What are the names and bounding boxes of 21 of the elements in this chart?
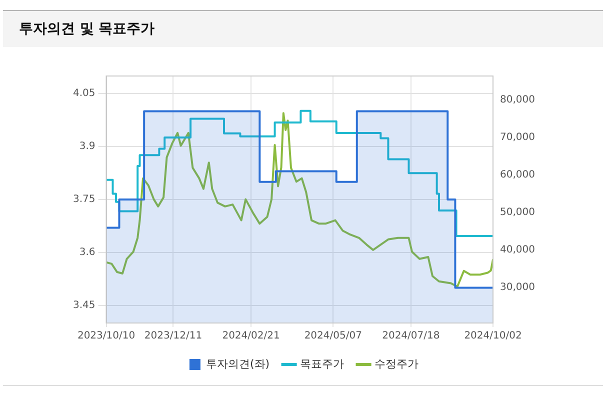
x-tick-label: 2024/10/02 xyxy=(464,330,522,342)
y-tick-label: 3.6 xyxy=(79,247,96,258)
legend-label: 수정주가 xyxy=(374,357,419,370)
x-tick-label: 2023/12/11 xyxy=(144,330,202,342)
y2-tick-label: 70,000 xyxy=(500,132,536,144)
y2-tick-label: 80,000 xyxy=(500,94,536,106)
x-tick-label: 2024/07/18 xyxy=(382,330,440,342)
y-tick-label: 4.05 xyxy=(73,88,96,100)
y-tick-label: 3.45 xyxy=(73,300,96,311)
y2-tick-label: 60,000 xyxy=(500,170,536,181)
y2-tick-label: 50,000 xyxy=(500,207,536,218)
y-tick-label: 3.9 xyxy=(79,141,96,152)
chart-title: 투자의견 및 목표주가 xyxy=(19,20,155,38)
y2-tick-label: 30,000 xyxy=(500,282,536,293)
x-tick-label: 2024/05/07 xyxy=(304,330,362,342)
legend-label: 투자의견(좌) xyxy=(206,357,270,370)
y-tick-label: 3.75 xyxy=(73,194,96,206)
x-tick-label: 2023/10/10 xyxy=(77,330,136,342)
legend-label: 목표주가 xyxy=(300,357,344,370)
x-tick-label: 2024/02/21 xyxy=(222,330,280,342)
y2-tick-label: 40,000 xyxy=(500,244,536,256)
